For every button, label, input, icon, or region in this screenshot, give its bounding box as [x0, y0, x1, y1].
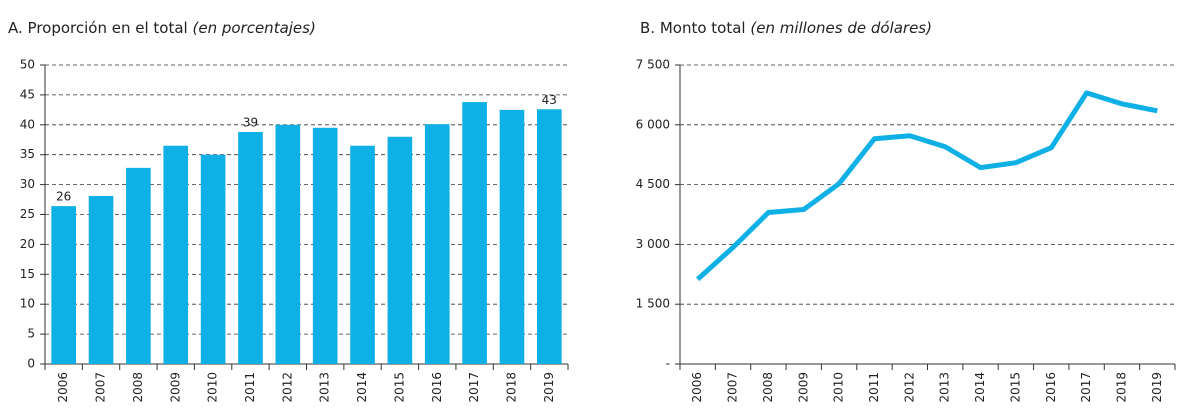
x-tick-label: 2006 [690, 372, 704, 403]
x-tick-label: 2016 [1044, 372, 1058, 403]
y-tick-label: 40 [20, 117, 35, 131]
y-tick-label: 6 000 [636, 117, 670, 131]
data-label: 39 [243, 115, 258, 129]
x-tick-label: 2010 [832, 372, 846, 403]
x-tick-label: 2009 [796, 372, 810, 403]
y-tick-label: 5 [27, 327, 35, 341]
bar [275, 124, 301, 364]
x-tick-label: 2016 [430, 372, 444, 403]
y-tick-label: 10 [20, 297, 35, 311]
bar [536, 109, 562, 364]
y-tick-label: 7 500 [636, 58, 670, 72]
bar [238, 131, 263, 364]
y-tick-label: 50 [20, 58, 35, 72]
bar [387, 136, 413, 364]
data-label: 26 [56, 190, 71, 204]
y-tick-label: 35 [20, 147, 35, 161]
x-tick-label: 2006 [56, 372, 70, 403]
x-tick-label: 2018 [504, 372, 518, 403]
x-tick-label: 2015 [1008, 372, 1022, 403]
x-tick-label: 2017 [467, 372, 481, 403]
bar [163, 145, 189, 364]
y-tick-label: 15 [20, 267, 35, 281]
x-tick-label: 2015 [392, 372, 406, 403]
x-tick-label: 2013 [938, 372, 952, 403]
x-tick-label: 2019 [542, 372, 556, 403]
y-tick-label: 1 500 [636, 297, 670, 311]
title-note: (en porcentajes) [192, 19, 315, 37]
data-label: 43 [542, 93, 557, 107]
y-tick-label: 45 [20, 87, 35, 101]
chart-title-a: A. Proporción en el total (en porcentaje… [8, 19, 316, 37]
x-tick-label: 2011 [243, 372, 257, 403]
y-tick-label: 3 000 [636, 237, 670, 251]
bar [424, 124, 450, 365]
y-tick-label: - [666, 357, 670, 371]
bar [462, 102, 487, 365]
x-tick-label: 2019 [1150, 372, 1164, 403]
chart-title-b: B. Monto total (en millones de dólares) [640, 19, 932, 37]
x-tick-label: 2010 [206, 372, 220, 403]
y-tick-label: 4 500 [636, 177, 670, 191]
bar [499, 109, 525, 364]
bar [350, 145, 375, 364]
x-tick-label: 2013 [318, 372, 332, 403]
bar [88, 195, 114, 364]
x-tick-label: 2014 [973, 372, 987, 403]
title: A. Proporción en el total [8, 19, 188, 37]
bar [200, 154, 226, 364]
y-tick-label: 30 [20, 177, 35, 191]
x-tick-label: 2008 [761, 372, 775, 403]
y-tick-label: 25 [20, 207, 35, 221]
bar [126, 167, 151, 364]
title-note: (en millones de dólares) [750, 19, 932, 37]
x-tick-label: 2007 [94, 372, 108, 403]
y-tick-label: 20 [20, 237, 35, 251]
y-tick-label: 0 [27, 357, 35, 371]
x-tick-label: 2008 [131, 372, 145, 403]
x-tick-label: 2007 [726, 372, 740, 403]
title: B. Monto total [640, 19, 746, 37]
x-tick-label: 2017 [1079, 372, 1093, 403]
bar [51, 206, 77, 364]
x-tick-label: 2012 [280, 372, 294, 403]
x-tick-label: 2014 [355, 372, 369, 403]
x-tick-label: 2018 [1114, 372, 1128, 403]
x-tick-label: 2012 [902, 372, 916, 403]
line [696, 90, 1158, 282]
bar [312, 127, 338, 364]
x-tick-label: 2011 [867, 372, 881, 403]
x-tick-label: 2009 [168, 372, 182, 403]
